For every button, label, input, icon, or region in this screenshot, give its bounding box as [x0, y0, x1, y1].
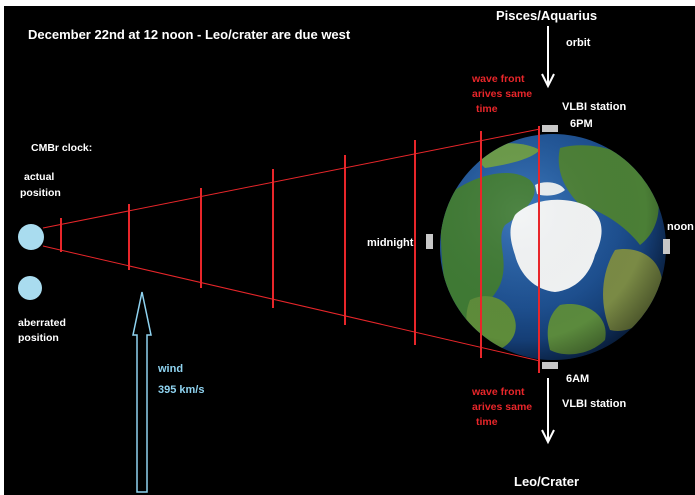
- upper-cone-line: [42, 128, 541, 229]
- wavefront-top-line3: time: [476, 103, 498, 115]
- midnight-marker: [426, 234, 433, 249]
- midnight-label: midnight: [367, 237, 414, 249]
- actual-position-line1: actual: [24, 171, 54, 183]
- orbit-arrow-top: [541, 26, 555, 89]
- time-6pm-label: 6PM: [570, 118, 593, 130]
- vlbi-station-top-label: VLBI station: [562, 101, 626, 113]
- wind-arrow: [132, 291, 152, 493]
- wavefront-bottom-line1: wave front: [471, 386, 525, 398]
- orbit-arrow-bottom: [541, 378, 555, 445]
- vlbi-station-top-marker: [542, 125, 558, 132]
- actual-position-line2: position: [20, 187, 61, 199]
- wavefront-bottom-line3: time: [476, 416, 498, 428]
- wavefront-top-line2: arives same: [472, 88, 532, 100]
- vlbi-station-bottom-marker: [542, 362, 558, 369]
- aberrated-position-line2: position: [18, 332, 59, 344]
- wavefront-bottom-line2: arives same: [472, 401, 532, 413]
- noon-marker: [663, 239, 670, 254]
- actual-position-marker: [18, 224, 44, 250]
- noon-label: noon: [667, 221, 694, 233]
- wavefront-top-line1: wave front: [471, 73, 525, 85]
- top-constellation-label: Pisces/Aquarius: [496, 8, 597, 23]
- diagram-title: December 22nd at 12 noon - Leo/crater ar…: [28, 27, 351, 42]
- aberrated-position-marker: [18, 276, 42, 300]
- wind-speed-label: 395 km/s: [158, 384, 204, 396]
- wind-label: wind: [157, 363, 183, 375]
- orbit-label: orbit: [566, 37, 591, 49]
- earth-globe: [440, 134, 666, 360]
- time-6am-label: 6AM: [566, 373, 589, 385]
- aberrated-position-line1: aberrated: [18, 317, 66, 329]
- wavefront-bars: [60, 126, 540, 373]
- bottom-constellation-label: Leo/Crater: [514, 474, 579, 489]
- cmbr-clock-heading: CMBr clock:: [31, 142, 92, 154]
- lower-cone-line: [42, 245, 541, 362]
- vlbi-station-bottom-label: VLBI station: [562, 398, 626, 410]
